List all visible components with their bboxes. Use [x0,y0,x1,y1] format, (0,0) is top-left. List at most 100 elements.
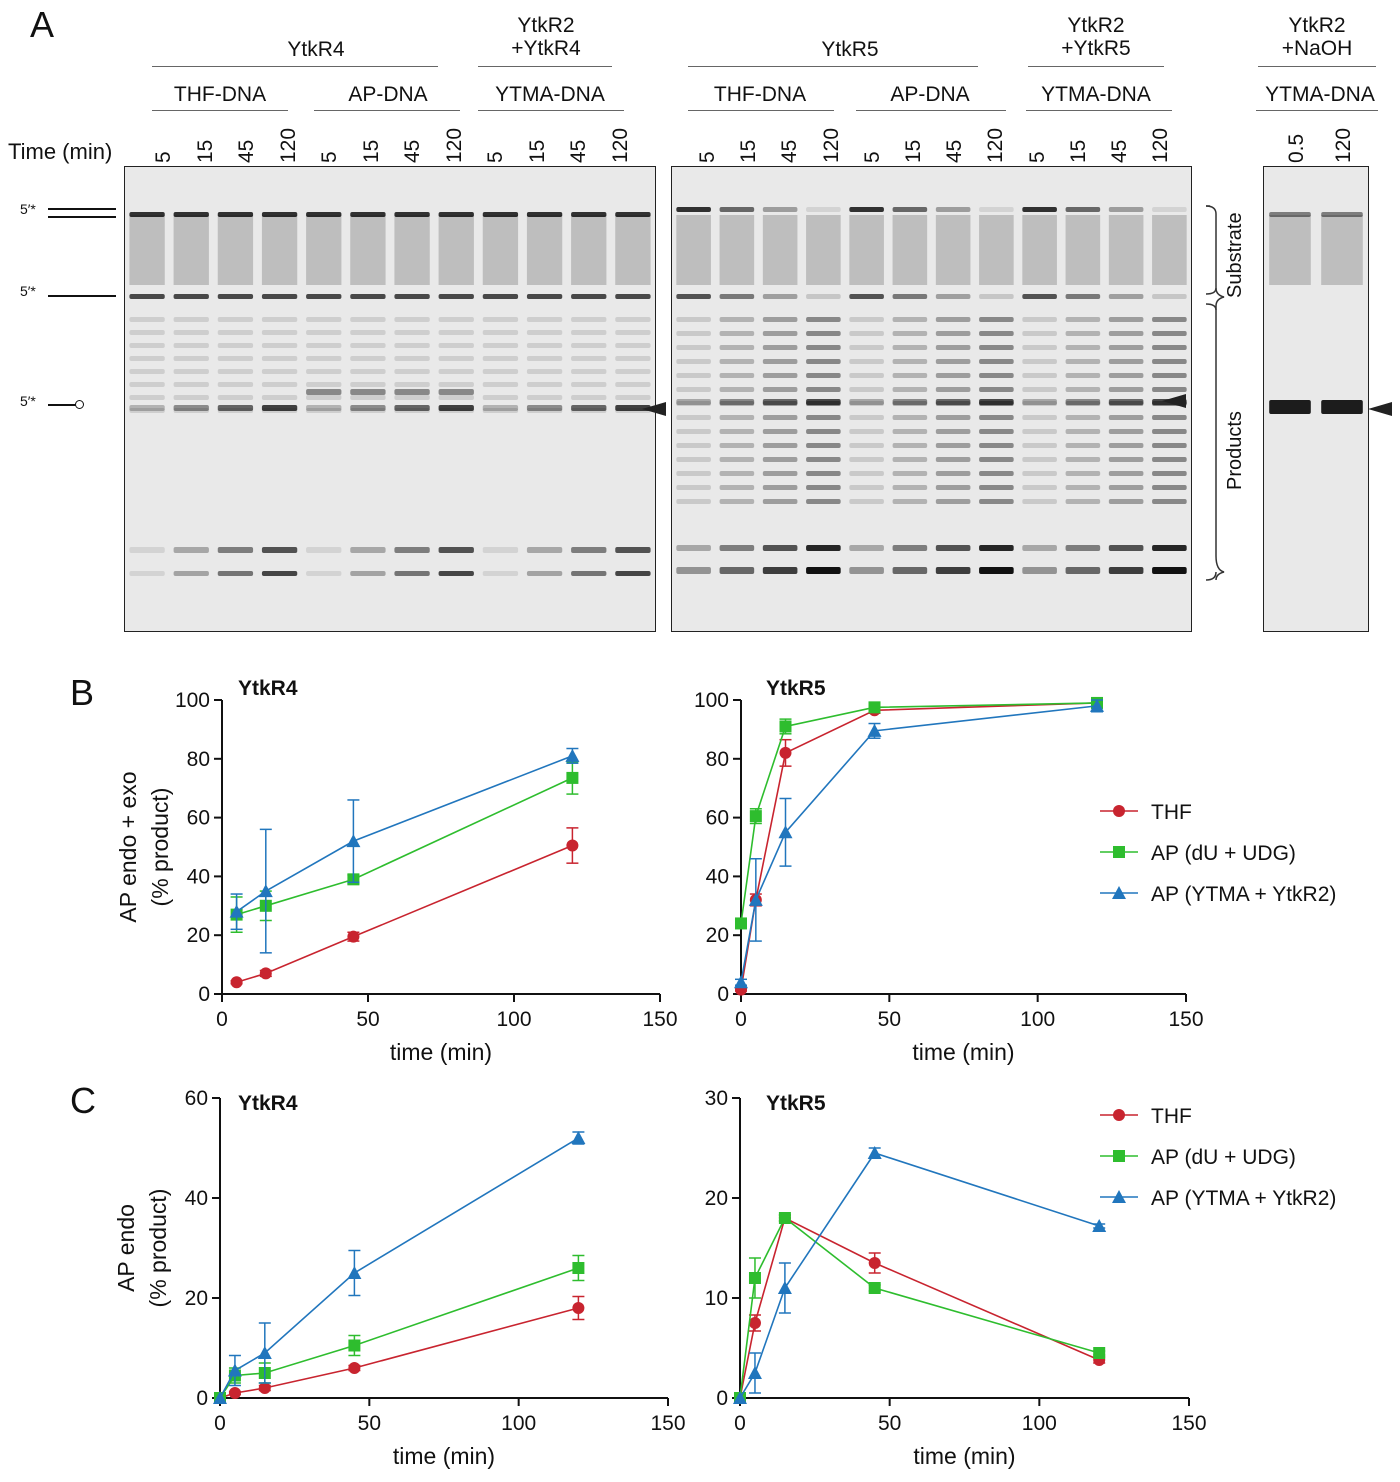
gel-band [806,331,841,336]
gel-band [571,547,607,553]
gel-band [526,405,563,411]
gel-band [1108,399,1144,405]
gel-band [306,571,342,576]
gel-band [261,405,298,411]
gel-band [261,343,298,348]
data-point [566,771,579,784]
gel-band [979,457,1014,462]
gel-band [849,401,884,406]
subgroup-rule [1026,110,1172,111]
gel-band [129,369,165,374]
gel-band [1065,317,1101,322]
y-tick-label: 0 [198,983,210,1006]
gel-band [935,415,971,420]
series-line [219,1307,579,1399]
legend-marker [1113,846,1125,858]
gel-band [892,399,928,405]
gel-band [935,387,971,392]
gel-band [1065,345,1101,350]
x-tick-label: 50 [878,1412,901,1435]
data-point [868,701,881,714]
x-tick-label: 0 [734,1412,746,1435]
series-line [739,1216,1100,1399]
gel-band [1065,457,1101,462]
gel-band [935,373,971,378]
data-point [258,1382,271,1394]
duplex-marker-line [48,208,116,210]
gel-band [217,317,254,322]
marker-label-product: 5′* [20,393,36,409]
gel-band [762,457,798,462]
gel-band [438,369,474,374]
data-point [777,1281,792,1294]
gel-band [806,294,841,299]
gel-band [849,317,884,322]
gel-band [1108,429,1144,434]
gel-band [676,499,711,504]
legend-label: THF [1151,801,1192,824]
gel-band [719,443,755,448]
marker-label-ds: 5′* [20,201,36,217]
gel-band [1022,429,1057,434]
gel-band [306,408,342,413]
gel-band [1108,331,1144,336]
data-point [867,723,882,737]
gel-band [129,212,165,217]
gel-band [935,499,971,504]
gel-band [482,395,519,400]
gel-smear [1269,215,1311,285]
gel-band [1321,212,1363,217]
gel-band [719,401,755,406]
gel-band [173,294,209,299]
data-point [747,1366,762,1379]
gel-smear [615,215,651,285]
gel-smear [129,215,165,285]
gel-band [979,207,1014,212]
gel-band [935,567,971,574]
gel-band [261,571,298,576]
gel-band [571,395,607,400]
gel-band [571,369,607,374]
gel-band [1152,317,1187,322]
data-point [734,975,748,989]
gel-band [1321,400,1363,414]
gel-band [935,294,971,299]
gel-band [1022,567,1057,574]
gel-band [173,356,209,361]
gel-band [892,545,928,551]
gel-band [892,331,928,336]
gel-band [892,359,928,364]
y-tick-label: 10 [705,1287,728,1310]
gel-band [1152,499,1187,504]
gel-band [217,571,254,576]
y-tick-label: 80 [706,748,729,771]
gel-band [1065,294,1101,299]
x-axis-label: time (min) [390,1039,492,1065]
data-point [259,967,272,980]
y-axis-label-unit: (% product) [145,1189,171,1308]
gel-band [615,330,651,335]
gel-band [1152,387,1187,392]
gel-band [1152,373,1187,378]
gel-band [394,369,430,374]
gel-band [217,330,254,335]
gel-band [129,294,165,299]
gel-band [306,547,342,553]
gel-band [129,317,165,322]
gel-band [1108,317,1144,322]
chart-title: YtkR4 [238,677,298,700]
gel-band [394,212,430,217]
gel-band [849,567,884,574]
x-tick-label: 0 [216,1008,228,1031]
gel-band [1108,485,1144,490]
group-label-ytkr2-ytkr4: YtkR2 +YtkR4 [511,14,581,60]
gel-band [849,373,884,378]
data-point [571,1131,586,1144]
subgroup-rule [314,110,460,111]
gel-band [1269,212,1311,217]
gel-band [676,429,711,434]
gel-band [173,408,209,413]
gel-band [849,399,884,405]
gel-band [482,405,519,411]
gel-band [217,356,254,361]
